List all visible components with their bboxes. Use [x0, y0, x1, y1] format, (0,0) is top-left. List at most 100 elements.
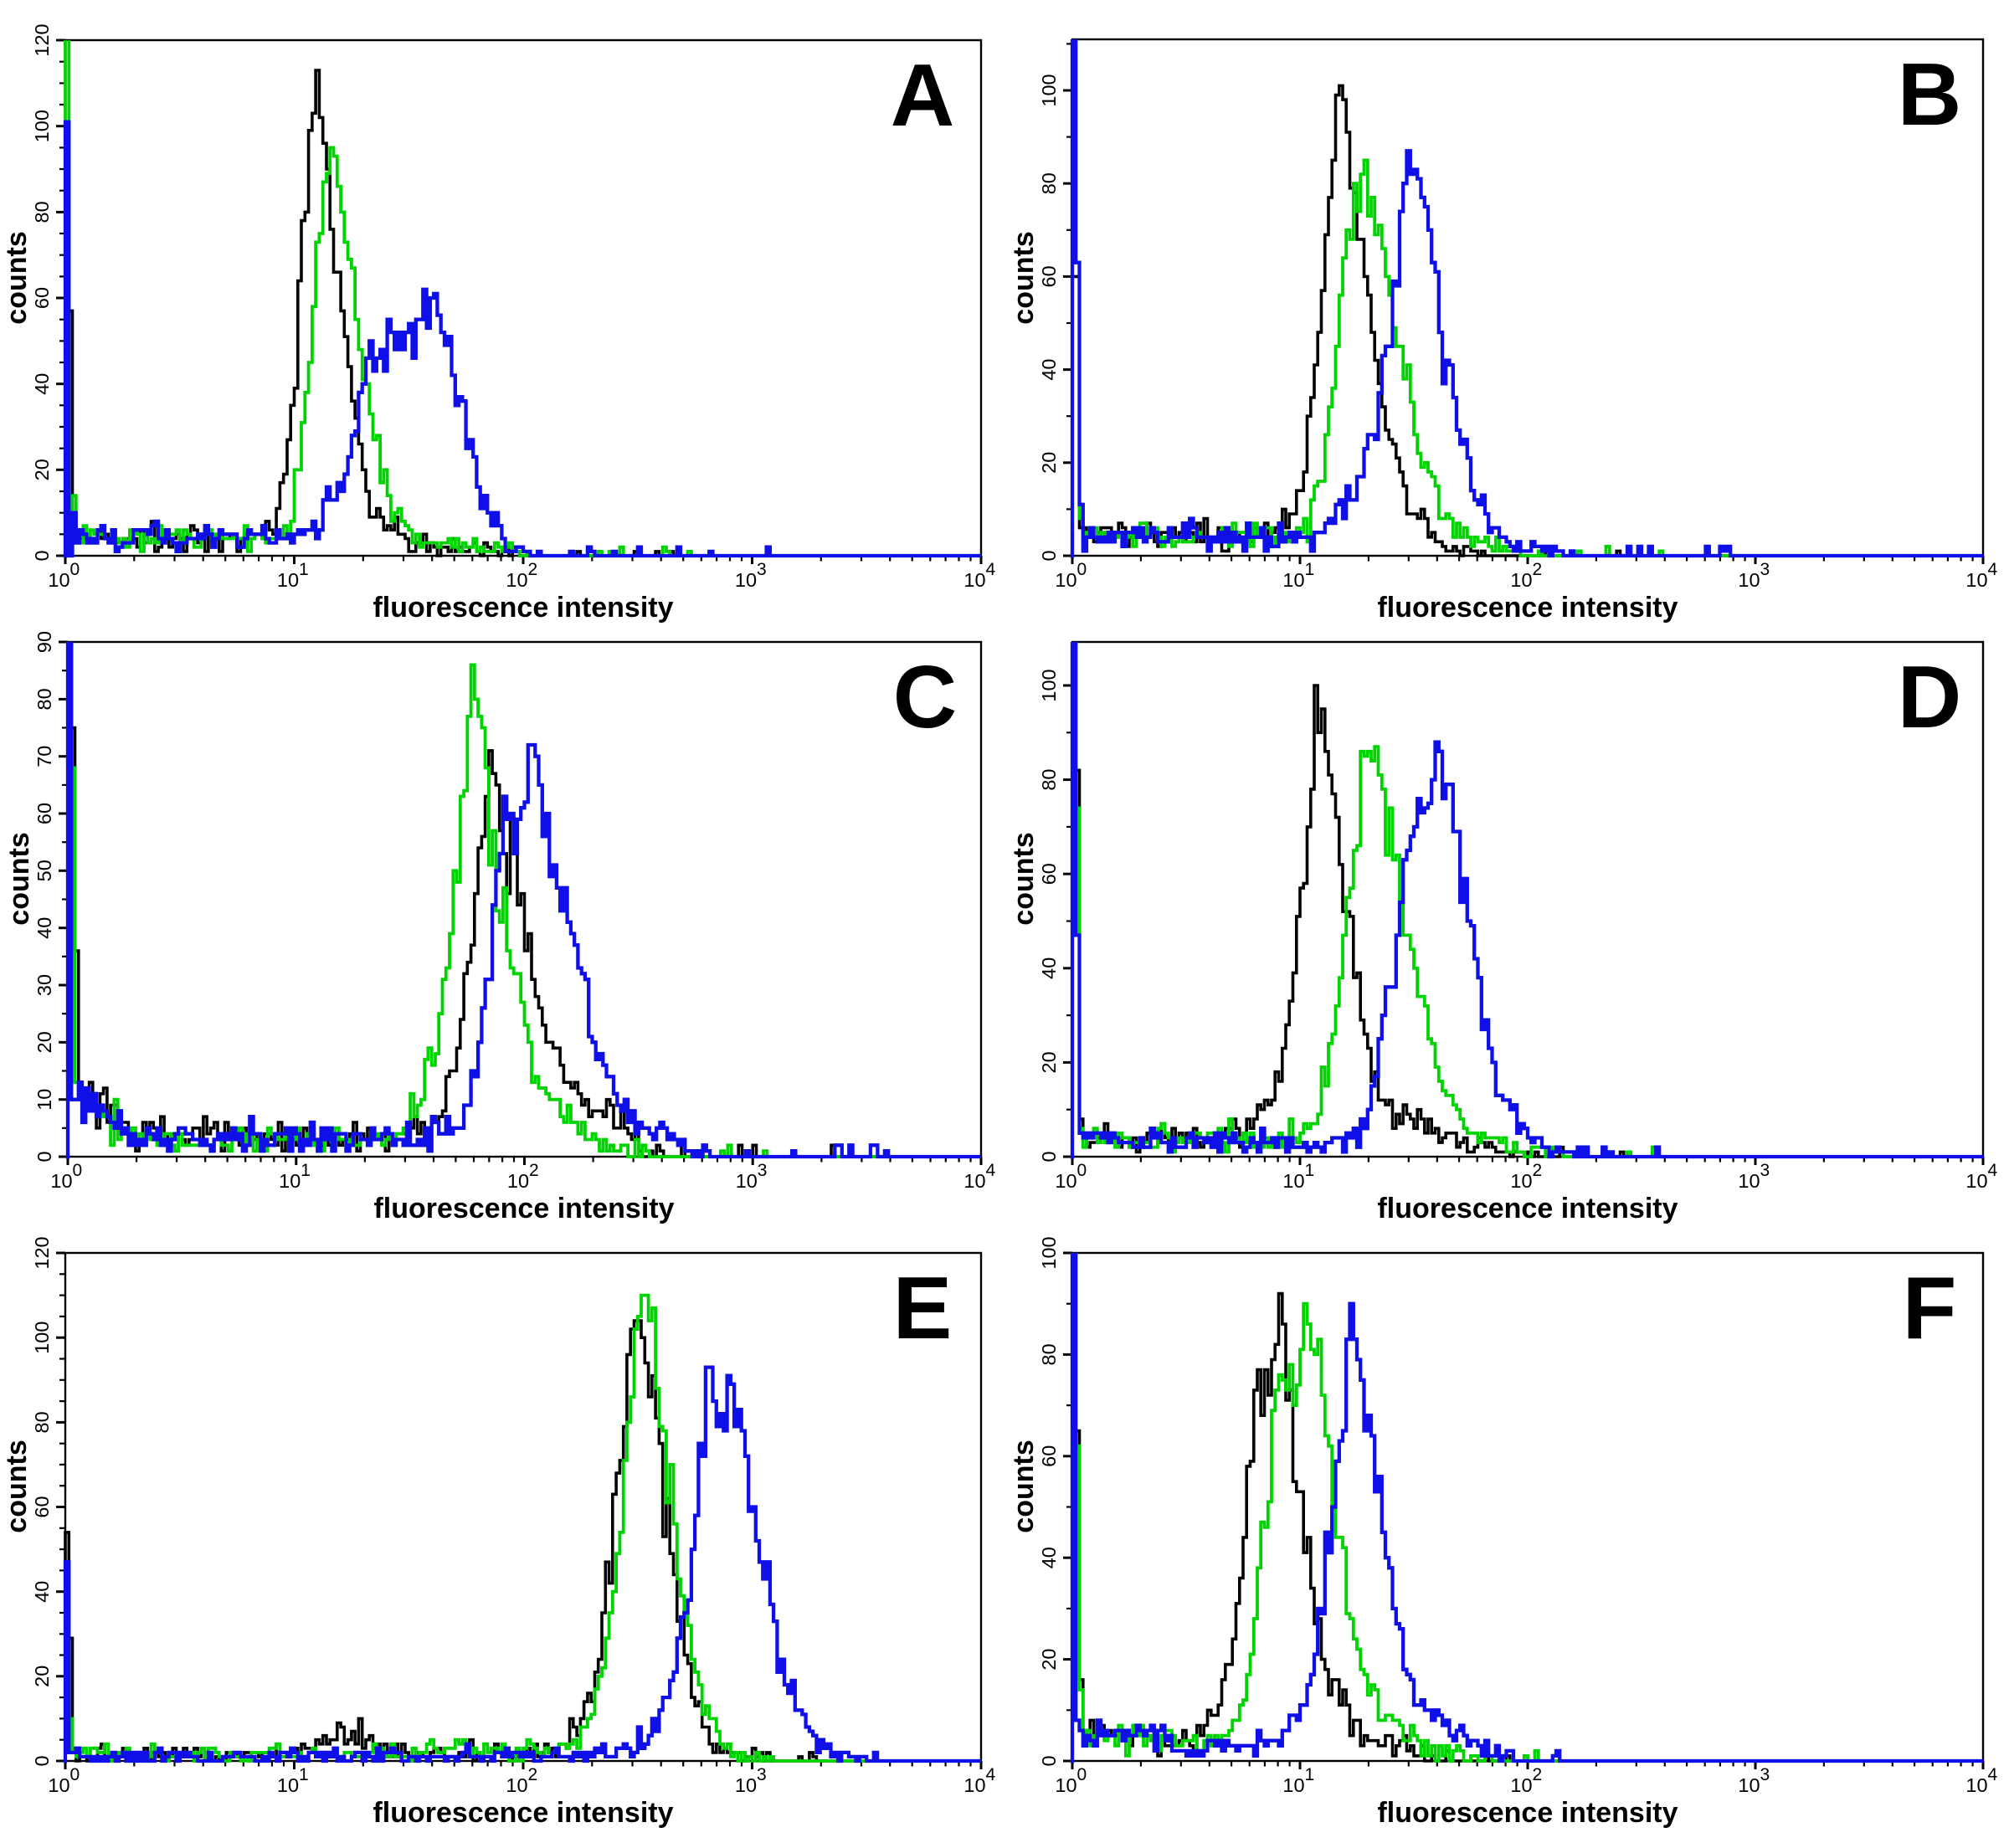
svg-text:60: 60	[31, 287, 53, 309]
svg-text:fluorescence intensity: fluorescence intensity	[1377, 592, 1678, 624]
svg-text:4: 4	[986, 560, 996, 579]
svg-text:10: 10	[1965, 1170, 1987, 1192]
svg-text:10: 10	[506, 1774, 527, 1796]
svg-text:40: 40	[31, 373, 53, 395]
svg-text:20: 20	[1038, 452, 1060, 474]
svg-text:D: D	[1898, 648, 1962, 747]
svg-text:60: 60	[1038, 863, 1060, 885]
svg-text:70: 70	[33, 746, 55, 767]
svg-text:10: 10	[1510, 1774, 1532, 1796]
svg-text:40: 40	[31, 1581, 53, 1603]
svg-text:counts: counts	[1, 1440, 33, 1532]
svg-text:120: 120	[31, 23, 53, 56]
svg-text:A: A	[891, 46, 955, 145]
svg-text:60: 60	[33, 803, 55, 824]
svg-text:0: 0	[1077, 1161, 1087, 1180]
svg-text:80: 80	[1038, 1343, 1060, 1365]
svg-text:10: 10	[506, 569, 527, 591]
svg-text:F: F	[1903, 1259, 1957, 1358]
svg-text:0: 0	[1077, 560, 1087, 579]
svg-text:0: 0	[1077, 1765, 1087, 1784]
svg-text:80: 80	[31, 201, 53, 223]
svg-text:0: 0	[1038, 1755, 1060, 1766]
svg-text:10: 10	[48, 1774, 69, 1796]
svg-text:2: 2	[1533, 560, 1543, 579]
svg-text:4: 4	[986, 1161, 996, 1180]
svg-text:40: 40	[33, 917, 55, 939]
svg-text:20: 20	[31, 459, 53, 480]
svg-text:10: 10	[1510, 1170, 1532, 1192]
svg-text:40: 40	[1038, 957, 1060, 979]
svg-text:80: 80	[31, 1411, 53, 1433]
svg-text:10: 10	[277, 1774, 299, 1796]
svg-text:0: 0	[73, 1161, 83, 1180]
svg-text:20: 20	[1038, 1051, 1060, 1073]
svg-text:80: 80	[1038, 172, 1060, 194]
svg-text:20: 20	[31, 1666, 53, 1687]
svg-text:0: 0	[33, 1151, 55, 1162]
svg-text:1: 1	[299, 560, 309, 579]
svg-text:50: 50	[33, 860, 55, 881]
svg-text:fluorescence intensity: fluorescence intensity	[1377, 1797, 1678, 1829]
svg-text:10: 10	[1282, 1170, 1304, 1192]
svg-text:counts: counts	[1008, 1440, 1040, 1532]
svg-text:3: 3	[758, 1161, 768, 1180]
svg-text:1: 1	[299, 1765, 309, 1784]
svg-text:10: 10	[1738, 1774, 1760, 1796]
svg-text:0: 0	[1038, 550, 1060, 561]
svg-text:C: C	[893, 648, 958, 747]
svg-text:10: 10	[1055, 1774, 1076, 1796]
svg-text:10: 10	[33, 1089, 55, 1111]
svg-text:100: 100	[31, 1322, 53, 1354]
svg-text:30: 30	[33, 974, 55, 996]
svg-text:20: 20	[1038, 1649, 1060, 1671]
svg-text:counts: counts	[1008, 832, 1040, 925]
svg-text:80: 80	[33, 688, 55, 710]
svg-text:10: 10	[1738, 1170, 1760, 1192]
svg-text:1: 1	[301, 1161, 311, 1180]
svg-text:2: 2	[528, 560, 538, 579]
svg-text:40: 40	[1038, 1547, 1060, 1568]
svg-text:10: 10	[48, 569, 69, 591]
svg-text:3: 3	[1760, 1161, 1770, 1180]
svg-text:1: 1	[1305, 1765, 1315, 1784]
svg-text:10: 10	[1510, 569, 1532, 591]
svg-text:0: 0	[1038, 1151, 1060, 1162]
svg-text:10: 10	[963, 1170, 985, 1192]
svg-text:counts: counts	[1, 231, 33, 324]
svg-text:0: 0	[31, 1755, 53, 1766]
svg-text:10: 10	[277, 569, 299, 591]
svg-text:3: 3	[1760, 560, 1770, 579]
svg-text:10: 10	[1282, 569, 1304, 591]
svg-text:100: 100	[1038, 1236, 1060, 1269]
svg-text:40: 40	[1038, 359, 1060, 381]
svg-text:B: B	[1898, 45, 1962, 144]
svg-text:60: 60	[1038, 265, 1060, 287]
svg-text:10: 10	[736, 1170, 758, 1192]
svg-text:10: 10	[963, 1774, 985, 1796]
svg-text:100: 100	[1038, 74, 1060, 106]
svg-text:2: 2	[1533, 1765, 1543, 1784]
svg-text:10: 10	[735, 569, 757, 591]
svg-text:3: 3	[757, 560, 767, 579]
svg-text:4: 4	[1988, 1161, 1998, 1180]
svg-text:20: 20	[33, 1031, 55, 1053]
svg-text:10: 10	[963, 569, 985, 591]
svg-text:fluorescence intensity: fluorescence intensity	[1377, 1193, 1678, 1224]
svg-text:10: 10	[507, 1170, 529, 1192]
svg-text:0: 0	[31, 550, 53, 561]
svg-text:0: 0	[70, 560, 80, 579]
svg-text:0: 0	[70, 1765, 80, 1784]
svg-text:E: E	[893, 1259, 953, 1358]
svg-text:2: 2	[528, 1765, 538, 1784]
svg-text:2: 2	[1533, 1161, 1543, 1180]
svg-text:3: 3	[1760, 1765, 1770, 1784]
svg-text:1: 1	[1305, 560, 1315, 579]
svg-text:fluorescence intensity: fluorescence intensity	[373, 1193, 674, 1224]
svg-text:100: 100	[1038, 669, 1060, 701]
svg-text:4: 4	[1988, 560, 1998, 579]
svg-text:3: 3	[757, 1765, 767, 1784]
svg-text:10: 10	[50, 1170, 72, 1192]
svg-text:2: 2	[529, 1161, 539, 1180]
svg-text:10: 10	[1055, 569, 1076, 591]
